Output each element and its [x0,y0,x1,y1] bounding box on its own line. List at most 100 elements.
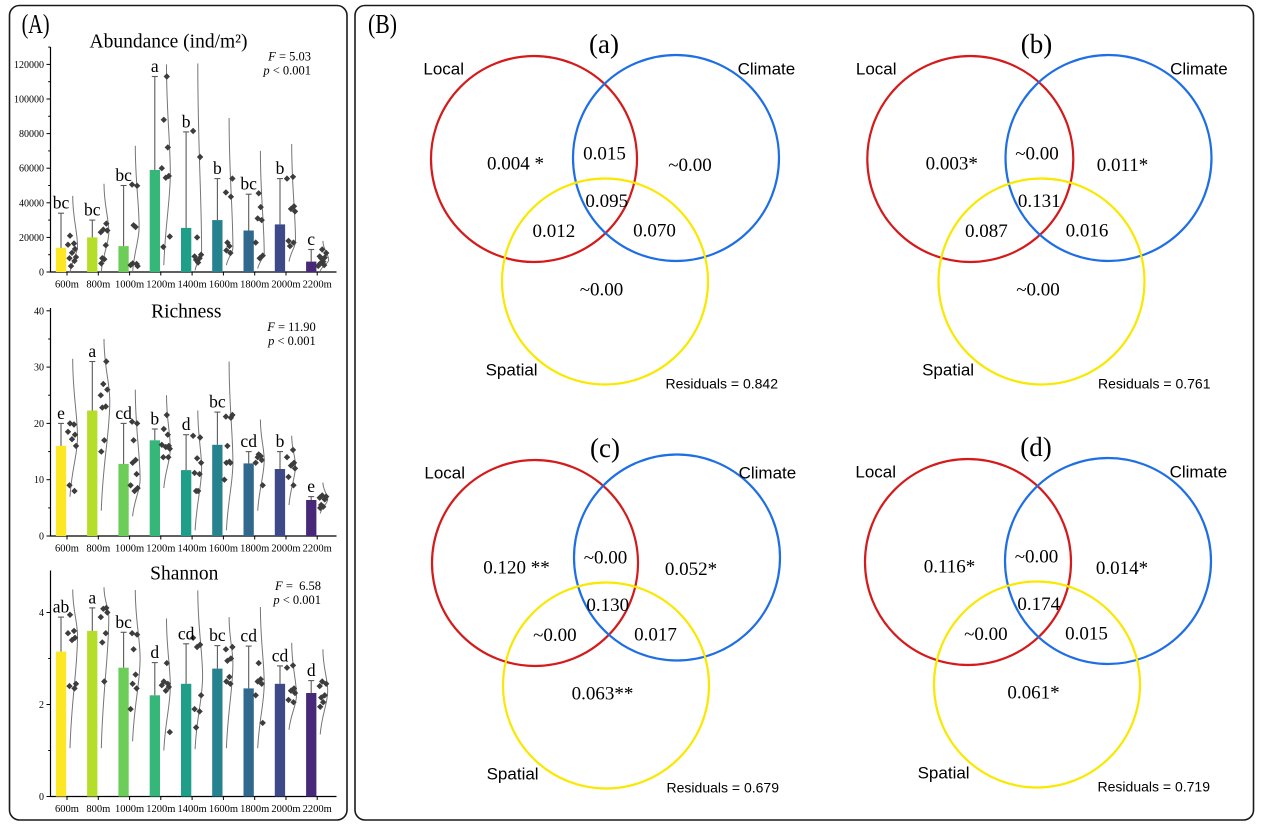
svg-text:0.015: 0.015 [583,144,626,165]
svg-text:40000: 40000 [19,198,44,209]
svg-text:d: d [182,414,191,434]
svg-text:1600m: 1600m [209,804,238,815]
svg-text:2200m: 2200m [303,279,332,290]
svg-text:cd: cd [115,403,132,423]
svg-text:0.061*: 0.061* [1007,683,1059,704]
svg-text:0.063**: 0.063** [572,684,634,705]
svg-text:1000m: 1000m [115,804,144,815]
svg-text:Climate: Climate [739,463,797,482]
svg-text:80000: 80000 [19,129,44,140]
svg-text:bc: bc [240,174,257,194]
svg-text:Residuals = 0.842: Residuals = 0.842 [666,375,779,391]
svg-text:Richness: Richness [151,302,221,323]
svg-text:2000m: 2000m [271,279,300,290]
svg-text:bc: bc [84,200,101,220]
svg-text:(d): (d) [1020,432,1051,462]
svg-text:Local: Local [424,463,465,482]
svg-text:F = 5.03: F = 5.03 [267,50,311,64]
svg-text:0.174: 0.174 [1017,594,1060,615]
svg-text:2200m: 2200m [303,543,332,554]
svg-text:0: 0 [39,792,44,803]
svg-text:~0.00: ~0.00 [580,280,624,301]
svg-text:0.130: 0.130 [586,595,629,616]
svg-text:b: b [276,431,285,451]
svg-text:e: e [307,476,315,496]
svg-text:ab: ab [53,597,70,617]
svg-text:c: c [307,229,315,249]
svg-text:b: b [182,111,191,131]
svg-text:1400m: 1400m [178,804,207,815]
svg-text:(B): (B) [368,9,397,39]
svg-text:2200m: 2200m [303,804,332,815]
svg-text:2: 2 [39,700,44,711]
svg-text:~0.00: ~0.00 [1016,280,1060,301]
svg-text:(c): (c) [590,433,620,463]
svg-text:20000: 20000 [19,233,44,244]
svg-text:a: a [151,56,159,76]
svg-text:d: d [150,642,159,662]
svg-text:~0.00: ~0.00 [584,548,628,569]
svg-text:b: b [213,158,222,178]
svg-text:100000: 100000 [14,95,44,106]
svg-text:1600m: 1600m [209,543,238,554]
svg-text:0.016: 0.016 [1066,221,1109,242]
svg-text:Residuals = 0.719: Residuals = 0.719 [1098,778,1211,794]
svg-text:~0.00: ~0.00 [964,624,1008,645]
svg-text:~0.00: ~0.00 [533,625,577,646]
svg-text:a: a [88,587,96,607]
svg-text:0.011*: 0.011* [1097,155,1149,176]
svg-text:Climate: Climate [1170,59,1228,78]
svg-text:b: b [276,158,285,178]
svg-text:(A): (A) [22,9,50,39]
svg-text:Shannon: Shannon [150,564,219,585]
svg-text:(b): (b) [1021,29,1052,59]
svg-text:e: e [57,403,65,423]
svg-text:0.015: 0.015 [1065,624,1108,645]
svg-text:Abundance (ind/m²): Abundance (ind/m²) [89,32,247,53]
svg-text:40: 40 [34,306,44,317]
svg-text:1200m: 1200m [146,279,175,290]
svg-text:10: 10 [34,475,44,486]
svg-text:2000m: 2000m [271,804,300,815]
svg-text:1800m: 1800m [240,543,269,554]
svg-text:600m: 600m [55,804,79,815]
svg-text:p < 0.001: p < 0.001 [267,334,316,348]
svg-text:F = 6.58: F = 6.58 [274,579,321,593]
svg-text:4: 4 [39,608,44,619]
svg-text:0.012: 0.012 [533,221,576,242]
svg-text:~0.00: ~0.00 [1015,547,1059,568]
svg-text:Local: Local [855,462,896,481]
svg-text:120000: 120000 [14,60,44,71]
svg-text:1200m: 1200m [146,543,175,554]
svg-text:Local: Local [423,59,464,78]
svg-text:1800m: 1800m [240,804,269,815]
svg-text:Spatial: Spatial [487,765,539,784]
svg-text:0.014*: 0.014* [1096,558,1148,579]
svg-text:0.003*: 0.003* [926,154,978,175]
svg-text:cd: cd [240,626,257,646]
svg-text:0.070: 0.070 [633,221,676,242]
svg-text:Climate: Climate [738,59,796,78]
svg-text:F = 11.90: F = 11.90 [266,320,316,334]
svg-text:0.087: 0.087 [965,221,1008,242]
svg-text:800m: 800m [86,804,110,815]
svg-text:cd: cd [178,623,195,643]
svg-text:1000m: 1000m [115,543,144,554]
svg-text:~0.00: ~0.00 [1015,144,1059,165]
svg-text:1600m: 1600m [209,279,238,290]
svg-text:0.116*: 0.116* [924,557,976,578]
svg-text:1200m: 1200m [146,804,175,815]
svg-text:0.052*: 0.052* [665,559,717,580]
svg-text:0: 0 [39,268,44,279]
svg-text:Spatial: Spatial [922,361,974,380]
svg-text:cd: cd [240,431,257,451]
svg-text:Residuals = 0.679: Residuals = 0.679 [667,779,780,795]
svg-text:bc: bc [53,193,70,213]
svg-text:0: 0 [39,532,44,543]
svg-text:bc: bc [209,392,226,412]
svg-text:cd: cd [272,645,289,665]
svg-text:0.131: 0.131 [1018,191,1061,212]
svg-text:600m: 600m [55,543,79,554]
svg-text:bc: bc [115,612,132,632]
svg-text:1400m: 1400m [178,543,207,554]
